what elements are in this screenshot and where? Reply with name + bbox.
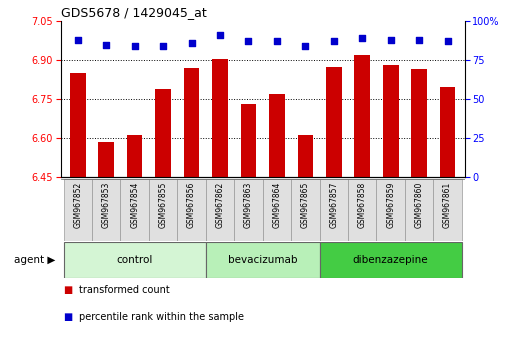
Bar [319,242,462,278]
Text: GSM967854: GSM967854 [130,182,139,228]
Point [329,39,338,44]
Text: GSM967856: GSM967856 [187,182,196,228]
Point [415,37,423,43]
Text: control: control [117,255,153,265]
Text: percentile rank within the sample: percentile rank within the sample [79,312,244,322]
Point [216,33,224,38]
Bar [262,179,291,241]
Text: GSM967864: GSM967864 [272,182,281,228]
Bar [98,142,114,177]
Bar [440,87,455,177]
Text: ■: ■ [63,312,73,322]
Point [444,39,452,44]
Bar [149,179,177,241]
Bar [212,59,228,177]
Text: GSM967858: GSM967858 [358,182,367,228]
Point [244,39,253,44]
Bar [63,179,92,241]
Text: GDS5678 / 1429045_at: GDS5678 / 1429045_at [61,6,206,19]
Bar [206,242,319,278]
Bar [354,55,370,177]
Bar [269,94,285,177]
Text: ■: ■ [63,285,73,295]
Point [159,43,167,49]
Point [272,39,281,44]
Bar [234,179,263,241]
Bar [177,179,206,241]
Bar [433,179,462,241]
Point [386,37,395,43]
Bar [241,104,256,177]
Bar [319,179,348,241]
Bar [297,136,313,177]
Text: GSM967859: GSM967859 [386,182,395,228]
Point [358,35,366,41]
Bar [70,73,86,177]
Text: GSM967857: GSM967857 [329,182,338,228]
Text: GSM967853: GSM967853 [102,182,111,228]
Text: dibenzazepine: dibenzazepine [353,255,429,265]
Text: GSM967865: GSM967865 [301,182,310,228]
Bar [155,89,171,177]
Point [187,40,196,46]
Point [102,42,110,47]
Bar [411,69,427,177]
Text: transformed count: transformed count [79,285,170,295]
Point [73,37,82,43]
Bar [376,179,405,241]
Bar [127,136,143,177]
Bar [63,242,206,278]
Bar [348,179,376,241]
Bar [383,65,399,177]
Bar [184,68,200,177]
Bar [120,179,149,241]
Text: GSM967852: GSM967852 [73,182,82,228]
Bar [206,179,234,241]
Point [130,43,139,49]
Bar [405,179,433,241]
Bar [291,179,319,241]
Text: GSM967862: GSM967862 [215,182,224,228]
Text: GSM967863: GSM967863 [244,182,253,228]
Text: bevacizumab: bevacizumab [228,255,297,265]
Text: GSM967861: GSM967861 [443,182,452,228]
Text: GSM967855: GSM967855 [158,182,167,228]
Point [301,43,309,49]
Bar [326,67,342,177]
Text: agent ▶: agent ▶ [14,255,55,265]
Text: GSM967860: GSM967860 [414,182,423,228]
Bar [92,179,120,241]
